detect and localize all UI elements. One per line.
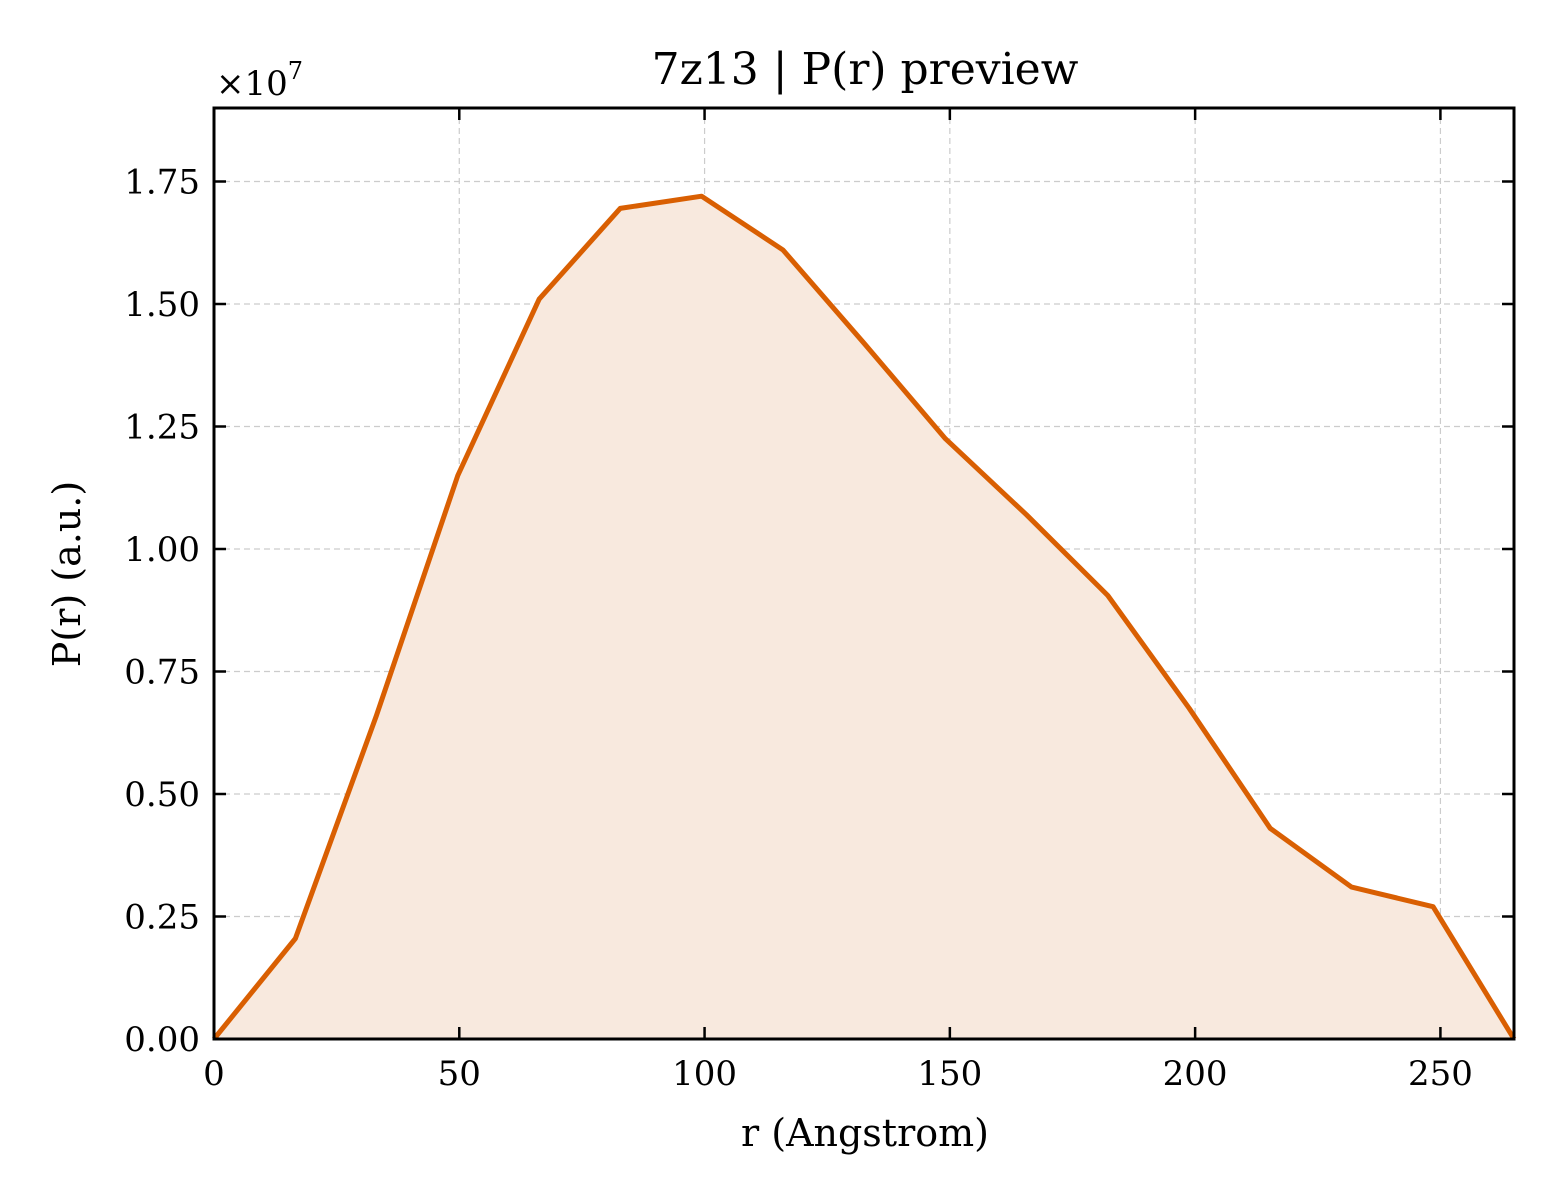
y-tick-label: 0.25 <box>124 898 200 938</box>
x-tick-label: 200 <box>1163 1054 1228 1094</box>
y-tick-labels: 0.00 0.25 0.50 0.75 1.00 1.25 1.50 1.75 <box>124 163 200 1061</box>
y-offset-base: ×10 <box>216 64 288 104</box>
plot-frame <box>212 106 1516 1041</box>
y-tick-label: 1.25 <box>124 408 200 448</box>
y-tick-label: 1.00 <box>124 530 200 570</box>
y-tick-label: 0.50 <box>124 775 200 815</box>
y-tick-label: 1.75 <box>124 163 200 203</box>
tick-marks <box>212 108 1514 1041</box>
chart-title: 7z13 | P(r) preview <box>652 44 1079 95</box>
x-tick-label: 50 <box>438 1054 481 1094</box>
y-tick-label: 1.50 <box>124 285 200 325</box>
y-offset-exponent: 7 <box>288 57 303 85</box>
x-tick-labels: 0 50 100 150 200 250 <box>203 1054 1473 1094</box>
x-tick-label: 100 <box>672 1054 737 1094</box>
area-fill <box>214 196 1514 1039</box>
x-axis-label: r (Angstrom) <box>741 1111 989 1155</box>
y-tick-label: 0.75 <box>124 653 200 693</box>
y-tick-label: 0.00 <box>124 1020 200 1060</box>
y-offset-label: ×107 <box>216 57 303 104</box>
x-tick-label: 0 <box>203 1054 225 1094</box>
series-line <box>212 193 1517 1041</box>
y-axis-label: P(r) (a.u.) <box>45 481 89 667</box>
x-tick-label: 250 <box>1408 1054 1473 1094</box>
x-tick-label: 150 <box>917 1054 982 1094</box>
